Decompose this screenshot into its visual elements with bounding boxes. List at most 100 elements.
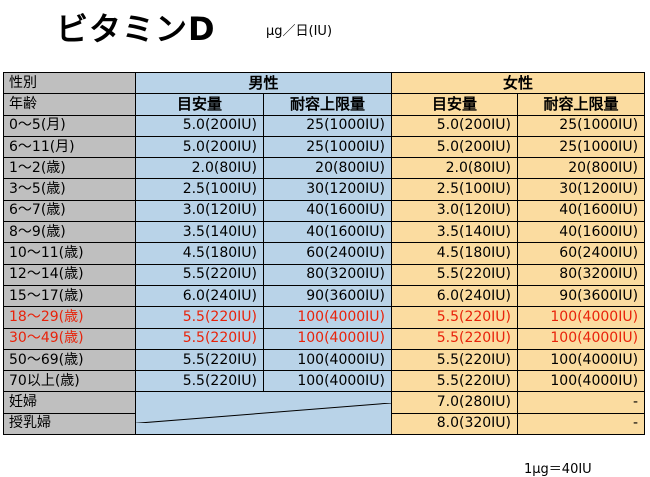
age-cell: 12～14(歳) (3, 263, 136, 286)
table-row: 50～69(歳) 5.5(220IU) 100(4000IU) 5.5(220IU) 1… (3, 348, 646, 372)
female-ul-cell: 100(4000IU) (517, 327, 646, 350)
female-ul-cell: 100(4000IU) (517, 348, 646, 372)
female-ul-cell: 30(1200IU) (517, 178, 646, 201)
female-ul-cell: 60(2400IU) (517, 242, 646, 265)
male-ul-cell: 100(4000IU) (262, 370, 393, 393)
age-cell: 6～11(月) (3, 135, 136, 159)
unit-label: μg／日(IU) (266, 24, 333, 39)
female-ai-cell: 3.0(120IU) (391, 199, 519, 223)
female-ul-cell: 100(4000IU) (517, 306, 646, 329)
table-row: 6～11(月) 5.0(200IU) 25(1000IU) 5.0(200IU) 25(… (3, 135, 646, 159)
table-row: 3～5(歳) 2.5(100IU) 30(1200IU) 2.5(100IU) 30(1… (3, 178, 646, 201)
male-ul-cell: 25(1000IU) (262, 135, 393, 159)
male-ai-cell: 5.0(200IU) (135, 114, 264, 137)
female-ai-cell: 4.5(180IU) (391, 242, 519, 265)
male-ai-cell: 5.5(220IU) (135, 348, 264, 372)
male-ul-cell: 100(4000IU) (262, 327, 393, 350)
age-cell: 70以上(歳) (3, 370, 136, 393)
female-ai-cell: 2.0(80IU) (391, 157, 519, 180)
female-header: 女性 (391, 71, 646, 95)
vitamin-d-table: 性別 男性 女性 年齢 目安量 耐容上限量 目安量 耐容上限量 0～5(月) 5.… (3, 71, 646, 436)
group-label-cell: 授乳婦 (3, 412, 136, 436)
female-ai-cell: 8.0(320IU) (391, 412, 519, 436)
table-row: 授乳婦 8.0(320IU) - (3, 412, 646, 436)
female-ai-cell: 5.5(220IU) (391, 348, 519, 372)
footnote: 1μg＝40IU (524, 462, 592, 477)
female-ul-header: 耐容上限量 (517, 93, 646, 116)
male-ul-cell: 100(4000IU) (262, 306, 393, 329)
age-cell: 15～17(歳) (3, 284, 136, 308)
female-ai-cell: 5.5(220IU) (391, 370, 519, 393)
age-cell: 3～5(歳) (3, 178, 136, 201)
male-ai-cell: 5.0(200IU) (135, 135, 264, 159)
male-ul-cell: 60(2400IU) (262, 242, 393, 265)
female-ai-cell: 3.5(140IU) (391, 221, 519, 244)
male-ai-cell: 3.0(120IU) (135, 199, 264, 223)
male-ul-cell: 40(1600IU) (262, 199, 393, 223)
female-ul-cell: 100(4000IU) (517, 370, 646, 393)
male-ai-cell: 2.0(80IU) (135, 157, 264, 180)
female-ul-cell: 20(800IU) (517, 157, 646, 180)
age-cell: 30～49(歳) (3, 327, 136, 350)
female-ul-cell: - (517, 412, 646, 436)
table-row: 10～11(歳) 4.5(180IU) 60(2400IU) 4.5(180IU) 60… (3, 242, 646, 265)
male-ai-cell: 5.5(220IU) (135, 306, 264, 329)
male-ai-cell: 5.5(220IU) (135, 263, 264, 286)
female-ul-cell: - (517, 391, 646, 414)
male-ul-cell: 90(3600IU) (262, 284, 393, 308)
female-ai-cell: 5.0(200IU) (391, 135, 519, 159)
female-ul-cell: 25(1000IU) (517, 135, 646, 159)
male-ul-cell: 100(4000IU) (262, 348, 393, 372)
female-ai-cell: 5.5(220IU) (391, 263, 519, 286)
age-cell: 18～29(歳) (3, 306, 136, 329)
male-not-applicable-cell (134, 391, 393, 436)
female-ul-cell: 90(3600IU) (517, 284, 646, 308)
age-cell: 8～9(歳) (3, 221, 136, 244)
table-row: 70以上(歳) 5.5(220IU) 100(4000IU) 5.5(220IU) 10… (3, 370, 646, 393)
table-row: 30～49(歳) 5.5(220IU) 100(4000IU) 5.5(220IU) 1… (3, 327, 646, 350)
table-row: 6～7(歳) 3.0(120IU) 40(1600IU) 3.0(120IU) 40(1… (3, 199, 646, 223)
age-header: 年齢 (3, 93, 136, 116)
female-ul-cell: 25(1000IU) (517, 114, 646, 137)
male-ul-cell: 80(3200IU) (262, 263, 393, 286)
age-cell: 6～7(歳) (3, 199, 136, 223)
age-cell: 1～2(歳) (3, 157, 136, 180)
female-ai-cell: 7.0(280IU) (391, 391, 519, 414)
page-title: ビタミンD (56, 10, 216, 48)
female-ai-cell: 5.0(200IU) (391, 114, 519, 137)
sex-header: 性別 (3, 71, 136, 95)
female-ai-cell: 5.5(220IU) (391, 306, 519, 329)
group-label-cell: 妊婦 (3, 391, 136, 414)
male-ai-cell: 4.5(180IU) (135, 242, 264, 265)
female-ul-cell: 40(1600IU) (517, 221, 646, 244)
table-row: 8～9(歳) 3.5(140IU) 40(1600IU) 3.5(140IU) 40(1… (3, 221, 646, 244)
header-row-sex: 性別 男性 女性 (3, 71, 646, 95)
table-row: 1～2(歳) 2.0(80IU) 20(800IU) 2.0(80IU) 20(800I… (3, 157, 646, 180)
male-ai-cell: 2.5(100IU) (135, 178, 264, 201)
male-ul-header: 耐容上限量 (262, 93, 393, 116)
male-ai-cell: 5.5(220IU) (135, 327, 264, 350)
table-row: 妊婦 7.0(280IU) - (3, 391, 646, 436)
female-ul-cell: 80(3200IU) (517, 263, 646, 286)
male-ul-cell: 30(1200IU) (262, 178, 393, 201)
female-ai-cell: 5.5(220IU) (391, 327, 519, 350)
male-ul-cell: 20(800IU) (262, 157, 393, 180)
female-ul-cell: 40(1600IU) (517, 199, 646, 223)
male-ai-header: 目安量 (135, 93, 264, 116)
male-ai-cell: 5.5(220IU) (135, 370, 264, 393)
male-ai-cell: 6.0(240IU) (135, 284, 264, 308)
age-cell: 0～5(月) (3, 114, 136, 137)
table-row: 18～29(歳) 5.5(220IU) 100(4000IU) 5.5(220IU) 1… (3, 306, 646, 329)
male-ul-cell: 25(1000IU) (262, 114, 393, 137)
female-ai-cell: 2.5(100IU) (391, 178, 519, 201)
age-cell: 10～11(歳) (3, 242, 136, 265)
table-row: 15～17(歳) 6.0(240IU) 90(3600IU) 6.0(240IU) 90… (3, 284, 646, 308)
header-row-age: 年齢 目安量 耐容上限量 目安量 耐容上限量 (3, 93, 646, 116)
female-ai-header: 目安量 (391, 93, 519, 116)
table-row: 0～5(月) 5.0(200IU) 25(1000IU) 5.0(200IU) 25(1… (3, 114, 646, 137)
table-row: 12～14(歳) 5.5(220IU) 80(3200IU) 5.5(220IU) 80… (3, 263, 646, 286)
male-ul-cell: 40(1600IU) (262, 221, 393, 244)
male-header: 男性 (134, 71, 393, 95)
female-ai-cell: 6.0(240IU) (391, 284, 519, 308)
age-cell: 50～69(歳) (3, 348, 136, 372)
